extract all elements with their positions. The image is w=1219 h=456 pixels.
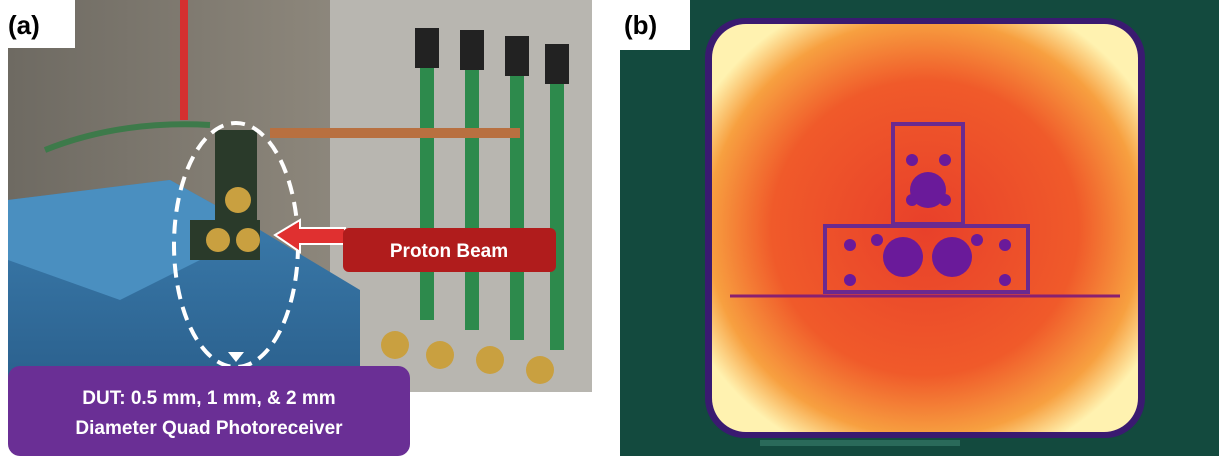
panel-label: (b)	[624, 10, 657, 40]
dut-label: Diameter Quad Photoreceiver	[75, 418, 343, 439]
panel-label: (a)	[8, 10, 40, 40]
figure: Proton Beam DUT: 0.5 mm, 1 mm, & 2 mm Di…	[0, 0, 1219, 456]
photo-b	[620, 0, 1219, 456]
dut-label: DUT: 0.5 mm, 1 mm, & 2 mm	[82, 388, 335, 409]
dut-box	[8, 366, 410, 456]
beam-label: Proton Beam	[390, 241, 508, 262]
photo-a	[8, 0, 592, 392]
